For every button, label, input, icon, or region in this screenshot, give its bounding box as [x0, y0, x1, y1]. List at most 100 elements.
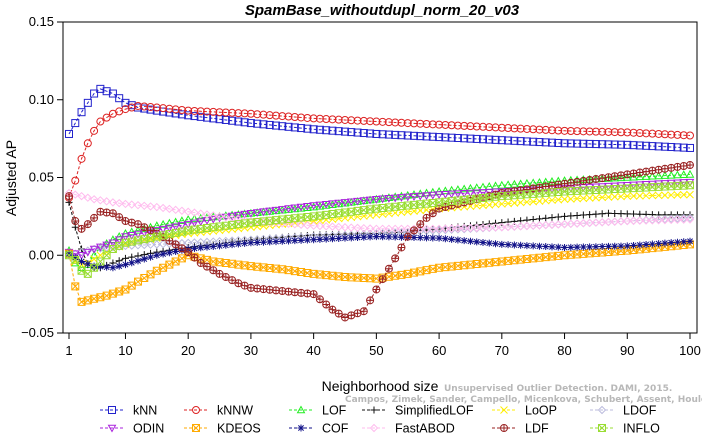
- data-point: [561, 243, 569, 251]
- data-point: [510, 199, 519, 207]
- data-point: [147, 253, 155, 261]
- data-point: [296, 220, 306, 229]
- data-point: [528, 221, 538, 230]
- data-point: [71, 217, 80, 226]
- data-point: [253, 238, 261, 246]
- data-point: [554, 220, 563, 229]
- data-point: [504, 124, 513, 133]
- data-point: [686, 237, 694, 245]
- data-point: [630, 241, 638, 249]
- data-point: [685, 215, 695, 224]
- data-point: [453, 190, 463, 199]
- x-axis-label: Neighborhood size: [322, 378, 439, 394]
- data-point: [347, 128, 356, 137]
- data-point: [604, 193, 613, 201]
- legend-item: kNNW: [184, 404, 253, 418]
- data-point: [478, 189, 488, 197]
- data-point: [108, 89, 117, 98]
- data-point: [660, 180, 670, 188]
- data-point: [485, 123, 494, 132]
- x-tick-label: 50: [369, 343, 383, 358]
- data-point: [89, 195, 99, 204]
- data-point: [146, 103, 155, 112]
- data-point: [322, 300, 331, 309]
- data-point: [171, 205, 180, 215]
- data-point: [203, 107, 211, 116]
- watermark-line-2: Campos, Zimek, Sander, Campello, Micenko…: [345, 395, 702, 405]
- data-point: [422, 213, 431, 222]
- data-point: [428, 209, 437, 218]
- data-point: [83, 248, 93, 257]
- legend-marker: [192, 406, 200, 414]
- data-point: [89, 250, 99, 259]
- data-point: [121, 254, 129, 262]
- data-point: [241, 239, 249, 247]
- data-point: [259, 110, 268, 119]
- data-point: [409, 190, 419, 198]
- data-point: [127, 232, 137, 240]
- data-point: [591, 140, 600, 149]
- data-point: [491, 223, 500, 232]
- data-point: [203, 243, 211, 251]
- data-point: [497, 200, 506, 208]
- data-point: [679, 214, 688, 223]
- data-point: [617, 242, 625, 250]
- data-point: [353, 116, 362, 125]
- data-point: [347, 223, 356, 232]
- data-point: [435, 120, 444, 129]
- data-point: [548, 138, 556, 147]
- y-tick-label: 0.00: [29, 247, 54, 262]
- legend-item: LDOF: [590, 404, 657, 418]
- data-point: [535, 125, 544, 134]
- data-point: [648, 191, 657, 200]
- data-point: [115, 94, 124, 103]
- data-point: [441, 186, 450, 195]
- data-point: [252, 209, 262, 218]
- data-point: [648, 180, 657, 189]
- data-point: [573, 177, 582, 186]
- data-point: [190, 106, 199, 115]
- data-point: [522, 137, 531, 146]
- data-point: [228, 116, 237, 125]
- data-point: [641, 181, 651, 189]
- data-point: [623, 192, 632, 201]
- data-point: [479, 201, 487, 210]
- data-point: [598, 140, 607, 149]
- data-point: [686, 161, 695, 170]
- data-point: [591, 183, 601, 192]
- data-point: [447, 121, 456, 130]
- data-point: [96, 263, 104, 271]
- data-point: [183, 220, 193, 229]
- data-point: [522, 124, 531, 133]
- data-point: [127, 200, 136, 209]
- data-point: [686, 143, 694, 152]
- data-point: [171, 240, 180, 249]
- data-point: [366, 233, 374, 241]
- data-point: [315, 295, 324, 304]
- data-point: [234, 211, 243, 220]
- data-point: [140, 102, 149, 111]
- data-point: [516, 222, 525, 231]
- data-point: [585, 183, 594, 192]
- data-point: [447, 224, 456, 233]
- data-point: [259, 238, 267, 246]
- data-point: [96, 196, 105, 205]
- legend-label: LDF: [525, 422, 549, 434]
- data-point: [171, 223, 180, 232]
- legend-label: kNN: [133, 404, 157, 418]
- data-point: [416, 220, 425, 229]
- data-point: [403, 232, 412, 241]
- data-point: [90, 262, 98, 270]
- data-point: [278, 112, 287, 121]
- data-point: [334, 115, 343, 124]
- data-point: [660, 164, 669, 173]
- data-point: [516, 198, 525, 207]
- data-point: [366, 296, 375, 305]
- legend-item: SimplifiedLOF: [362, 404, 474, 418]
- data-point: [610, 192, 619, 201]
- legend-marker: [598, 424, 606, 432]
- data-point: [196, 209, 205, 218]
- data-point: [322, 115, 331, 124]
- data-point: [510, 222, 519, 231]
- data-point: [390, 192, 400, 201]
